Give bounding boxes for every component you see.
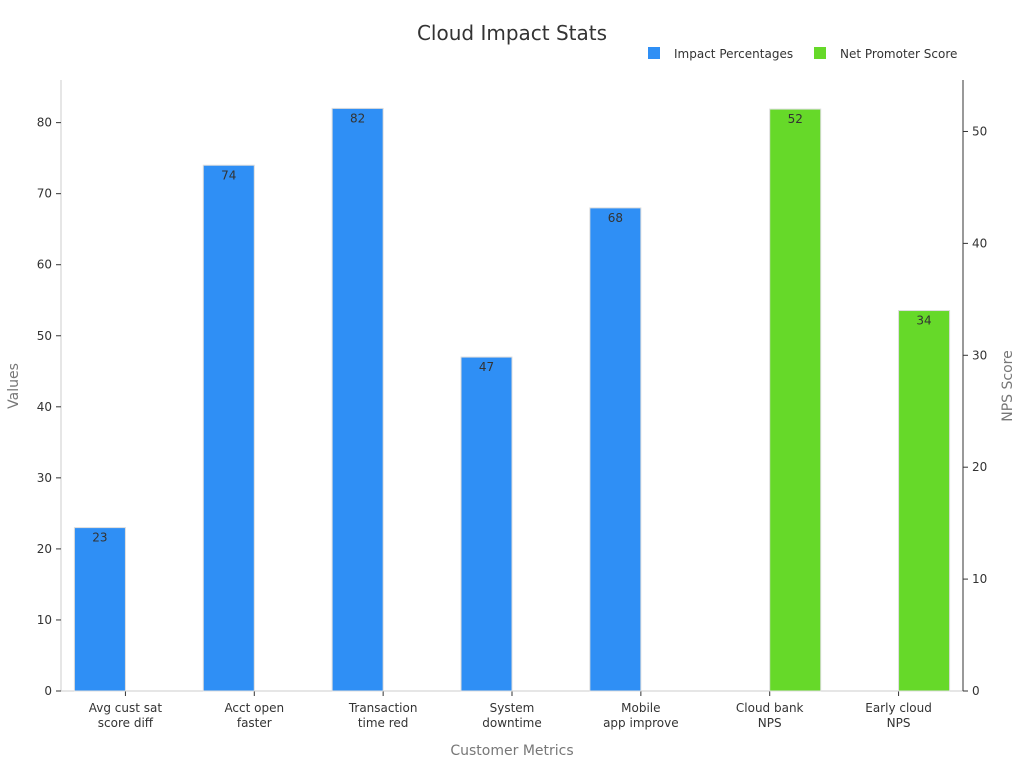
x-tick-label: System downtime: [482, 701, 542, 730]
y-axis-label: Values: [6, 363, 22, 409]
bar: [202, 164, 255, 692]
plot-area: 0 10 20 30 40 50 60 70 80 0 10 20 30 40 50 Avg cust sat…: [37, 80, 987, 730]
data-label: 82: [350, 111, 365, 125]
y-tick-label: 0: [44, 684, 52, 698]
legend-swatch: [814, 47, 826, 59]
y-tick-label: 50: [37, 329, 52, 343]
y2-tick-label: 30: [972, 348, 987, 362]
y2-tick-label: 40: [972, 236, 987, 250]
data-label: 34: [916, 314, 931, 328]
x-tick-label: Cloud bank NPS: [736, 701, 804, 730]
y2-tick-label: 20: [972, 460, 987, 474]
bar: [460, 356, 513, 692]
x-tick-label: Acct open faster: [224, 701, 284, 730]
y-tick-label: 20: [37, 542, 52, 556]
legend-label: Net Promoter Score: [840, 47, 957, 61]
bar: [73, 527, 126, 692]
y-tick-label: 70: [37, 187, 52, 201]
y2-tick-label: 0: [972, 684, 980, 698]
y2-tick-label: 10: [972, 572, 987, 586]
y-tick-label: 10: [37, 613, 52, 627]
data-label: 74: [221, 168, 236, 182]
x-tick-label: Early cloud NPS: [865, 701, 932, 730]
bar: [898, 310, 951, 692]
bar: [769, 108, 822, 692]
bar: [589, 207, 642, 692]
data-label: 52: [788, 112, 803, 126]
chart-title: Cloud Impact Stats: [417, 21, 607, 45]
legend-label: Impact Percentages: [674, 47, 793, 61]
y-tick-label: 30: [37, 471, 52, 485]
y-tick-label: 60: [37, 258, 52, 272]
x-tick-label: Avg cust sat score diff: [89, 701, 163, 730]
legend: Impact Percentages Net Promoter Score: [648, 47, 957, 61]
data-label: 23: [92, 531, 107, 545]
y2-axis-label: NPS Score: [1000, 350, 1016, 421]
x-tick-label: Mobile app improve: [603, 701, 679, 730]
legend-swatch: [648, 47, 660, 59]
y-tick-label: 80: [37, 116, 52, 130]
bar: [331, 107, 384, 692]
y-tick-label: 40: [37, 400, 52, 414]
data-label: 47: [479, 360, 494, 374]
x-tick-label: Transaction time red: [348, 701, 418, 730]
x-axis-label: Customer Metrics: [450, 743, 573, 759]
data-label: 68: [608, 211, 623, 225]
y2-tick-label: 50: [972, 124, 987, 138]
